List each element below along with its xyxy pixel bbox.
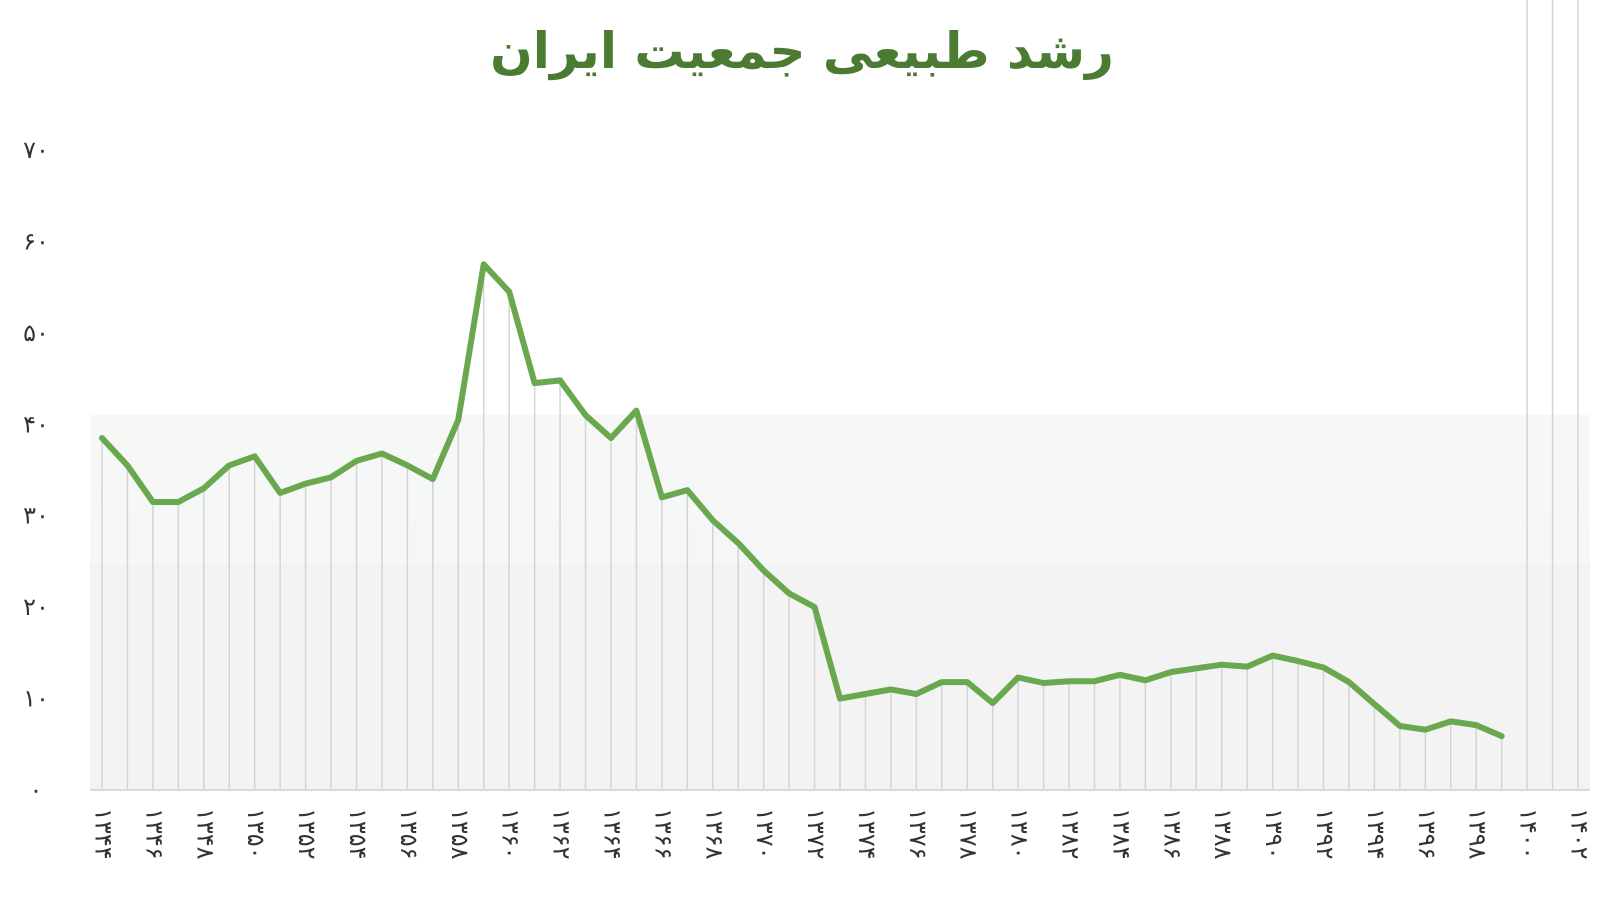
x-tick-label: ۱۳۴۸ — [191, 808, 219, 860]
x-tick-label: ۱۳۶۸ — [700, 808, 728, 860]
x-tick-label: ۱۳۹۴ — [1362, 808, 1390, 860]
x-tick-label: ۱۳۵۰ — [242, 808, 270, 860]
x-tick-label: ۱۳۸۰ — [1006, 808, 1034, 860]
x-tick-label: ۱۳۷۴ — [853, 808, 881, 860]
x-tick-label: ۱۳۹۰ — [1260, 808, 1288, 860]
x-tick-label: ۱۳۶۰ — [497, 808, 525, 860]
x-tick-label: ۱۳۸۸ — [1209, 808, 1237, 860]
y-tick-label: ۱۰ — [23, 685, 49, 713]
y-tick-label: ۷۰ — [23, 136, 49, 164]
shaded-band-upper — [90, 415, 1590, 565]
x-tick-label: ۱۳۵۴ — [344, 808, 372, 860]
x-tick-label: ۱۳۷۲ — [802, 808, 830, 860]
x-tick-label: ۱۳۹۲ — [1311, 808, 1339, 860]
x-tick-label: ۱۳۶۶ — [649, 808, 677, 860]
chart-title: رشد طبیعی جمعیت ایران — [490, 22, 1114, 80]
x-tick-label: ۱۳۷۶ — [904, 808, 932, 860]
y-axis-ticks: ۰ ۱۰ ۲۰ ۳۰ ۴۰ ۵۰ ۶۰ ۷۰ — [23, 136, 49, 804]
x-tick-label: ۱۳۵۸ — [446, 808, 474, 860]
x-tick-label: ۱۳۶۴ — [598, 808, 626, 860]
x-tick-label: ۱۳۸۲ — [1057, 808, 1085, 860]
x-axis-ticks: ۱۳۴۴ ۱۳۴۶ ۱۳۴۸ ۱۳۵۰ ۱۳۵۲ ۱۳۵۴ ۱۳۵۶ ۱۳۵۸ ۱۳۶۰ ۱۳۶۲… — [90, 808, 1594, 860]
y-tick-label: ۵۰ — [23, 319, 49, 347]
x-tick-label: ۱۴۰۲ — [1566, 808, 1594, 860]
y-tick-label: ۲۰ — [23, 593, 49, 621]
x-tick-label: ۱۳۴۶ — [140, 808, 168, 860]
x-tick-label: ۱۳۵۲ — [293, 808, 321, 860]
x-tick-label: ۱۳۵۶ — [395, 808, 423, 860]
y-tick-label: ۴۰ — [23, 410, 49, 438]
x-tick-label: ۱۳۹۸ — [1464, 808, 1492, 860]
x-tick-label: ۱۳۷۸ — [955, 808, 983, 860]
x-tick-label: ۱۳۹۶ — [1413, 808, 1441, 860]
y-tick-label: ۰ — [30, 776, 43, 804]
x-tick-label: ۱۳۷۰ — [751, 808, 779, 860]
y-tick-label: ۶۰ — [23, 227, 49, 255]
x-tick-label: ۱۳۴۴ — [90, 808, 118, 860]
x-tick-label: ۱۳۶۲ — [548, 808, 576, 860]
y-tick-label: ۳۰ — [23, 502, 49, 530]
series-line — [99, 261, 1505, 740]
x-tick-label: ۱۳۸۶ — [1158, 808, 1186, 860]
x-tick-label: ۱۴۰۰ — [1515, 808, 1543, 860]
drop-lines — [101, 0, 1579, 790]
x-tick-label: ۱۳۸۴ — [1107, 808, 1135, 860]
